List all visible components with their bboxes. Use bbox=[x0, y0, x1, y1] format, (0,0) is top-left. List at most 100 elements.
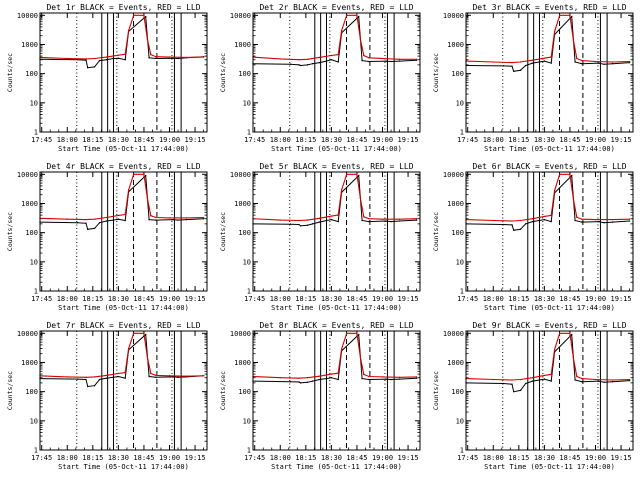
data-point-lld bbox=[531, 377, 534, 379]
data-point-events bbox=[124, 219, 126, 222]
x-tick-label: 18:15 bbox=[295, 136, 316, 144]
x-axis-label: Start Time (05-Oct-11 17:44:00) bbox=[271, 145, 402, 153]
data-point-events bbox=[538, 219, 540, 222]
x-tick-label: 19:00 bbox=[372, 295, 393, 303]
data-point-lld bbox=[168, 56, 171, 58]
data-point-lld bbox=[581, 59, 583, 62]
data-point-events bbox=[574, 61, 576, 63]
data-point-lld bbox=[105, 216, 108, 219]
data-point-lld bbox=[185, 217, 188, 219]
data-point-lld bbox=[398, 58, 401, 61]
x-tick-label: 18:15 bbox=[82, 454, 103, 462]
data-point-lld bbox=[117, 214, 120, 217]
data-point-lld bbox=[185, 375, 188, 377]
series-line-lld bbox=[465, 14, 630, 64]
data-point-events bbox=[502, 223, 505, 226]
data-point-events bbox=[524, 223, 527, 225]
data-point-lld bbox=[559, 14, 561, 17]
y-tick-label: 10 bbox=[30, 258, 38, 266]
data-point-events bbox=[543, 60, 546, 62]
y-tick-label: 1 bbox=[247, 288, 251, 296]
data-point-lld bbox=[611, 61, 614, 63]
x-tick-label: 17:45 bbox=[244, 136, 265, 144]
data-point-lld bbox=[168, 217, 171, 219]
y-axis-label: Counts/sec bbox=[219, 53, 227, 92]
data-point-lld bbox=[337, 53, 339, 56]
y-tick-label: 1 bbox=[460, 288, 464, 296]
data-point-events bbox=[112, 57, 114, 60]
y-tick-label: 100 bbox=[25, 70, 38, 78]
data-point-lld bbox=[330, 215, 333, 217]
data-point-lld bbox=[85, 376, 87, 379]
data-point-lld bbox=[356, 14, 358, 17]
data-point-events bbox=[325, 377, 327, 380]
x-tick-label: 17:45 bbox=[457, 295, 478, 303]
data-point-lld bbox=[569, 332, 571, 335]
data-point-lld bbox=[594, 60, 597, 63]
data-point-events bbox=[172, 376, 174, 378]
data-point-events bbox=[85, 59, 87, 61]
data-point-events bbox=[368, 60, 370, 63]
data-point-lld bbox=[298, 377, 300, 379]
x-tick-label: 18:00 bbox=[483, 295, 504, 303]
data-point-events bbox=[603, 221, 605, 224]
data-point-lld bbox=[553, 189, 556, 192]
x-tick-label: 18:45 bbox=[346, 136, 367, 144]
data-point-events bbox=[289, 223, 292, 225]
data-point-lld bbox=[628, 60, 631, 63]
data-point-events bbox=[306, 64, 309, 66]
data-point-lld bbox=[168, 375, 171, 377]
detector-panel-3: Det 3r BLACK = Events, RED = LLD Counts/s… bbox=[432, 3, 634, 153]
data-point-events bbox=[105, 59, 108, 61]
data-point-events bbox=[330, 218, 333, 221]
data-point-lld bbox=[155, 216, 157, 219]
x-tick-label: 18:45 bbox=[559, 295, 580, 303]
data-point-events bbox=[306, 381, 309, 383]
data-point-events bbox=[511, 224, 513, 226]
data-point-events bbox=[98, 59, 101, 62]
data-point-events bbox=[357, 333, 360, 336]
data-point-lld bbox=[124, 371, 126, 374]
series-line-events bbox=[39, 333, 204, 388]
data-point-lld bbox=[492, 61, 494, 63]
y-tick-label: 10000 bbox=[443, 171, 464, 179]
data-point-events bbox=[502, 382, 505, 385]
y-tick-label: 100 bbox=[238, 70, 251, 78]
data-point-events bbox=[76, 221, 79, 224]
x-tick-label: 18:00 bbox=[57, 295, 78, 303]
data-point-lld bbox=[398, 218, 401, 220]
data-point-lld bbox=[581, 218, 583, 220]
data-point-lld bbox=[66, 376, 68, 378]
x-tick-label: 18:45 bbox=[346, 454, 367, 462]
y-tick-label: 1000 bbox=[21, 200, 38, 208]
x-tick-label: 18:00 bbox=[57, 136, 78, 144]
panel-title: Det 9r BLACK = Events, RED = LLD bbox=[472, 321, 626, 330]
data-point-events bbox=[93, 385, 96, 387]
y-tick-label: 100 bbox=[238, 388, 251, 396]
data-point-events bbox=[611, 62, 614, 65]
data-point-lld bbox=[543, 215, 546, 218]
data-point-lld bbox=[543, 374, 546, 377]
y-axis-label: Counts/sec bbox=[6, 212, 14, 251]
x-tick-label: 18:00 bbox=[483, 454, 504, 462]
x-tick-label: 18:45 bbox=[559, 454, 580, 462]
data-point-events bbox=[415, 377, 418, 379]
data-point-events bbox=[155, 376, 157, 379]
data-point-events bbox=[361, 377, 363, 380]
data-point-lld bbox=[381, 57, 384, 60]
data-point-events bbox=[318, 378, 321, 381]
data-point-events bbox=[385, 378, 387, 380]
data-point-events bbox=[385, 220, 387, 222]
data-point-events bbox=[628, 220, 631, 222]
y-tick-label: 10 bbox=[30, 99, 38, 107]
data-point-lld bbox=[93, 218, 96, 220]
x-tick-label: 18:45 bbox=[346, 295, 367, 303]
y-tick-label: 1000 bbox=[21, 41, 38, 49]
data-point-lld bbox=[155, 374, 157, 377]
data-point-events bbox=[357, 15, 360, 18]
data-point-events bbox=[398, 60, 401, 62]
x-tick-label: 19:00 bbox=[372, 136, 393, 144]
data-point-events bbox=[511, 65, 513, 67]
x-axis-label: Start Time (05-Oct-11 17:44:00) bbox=[271, 463, 402, 471]
data-point-lld bbox=[611, 218, 614, 221]
